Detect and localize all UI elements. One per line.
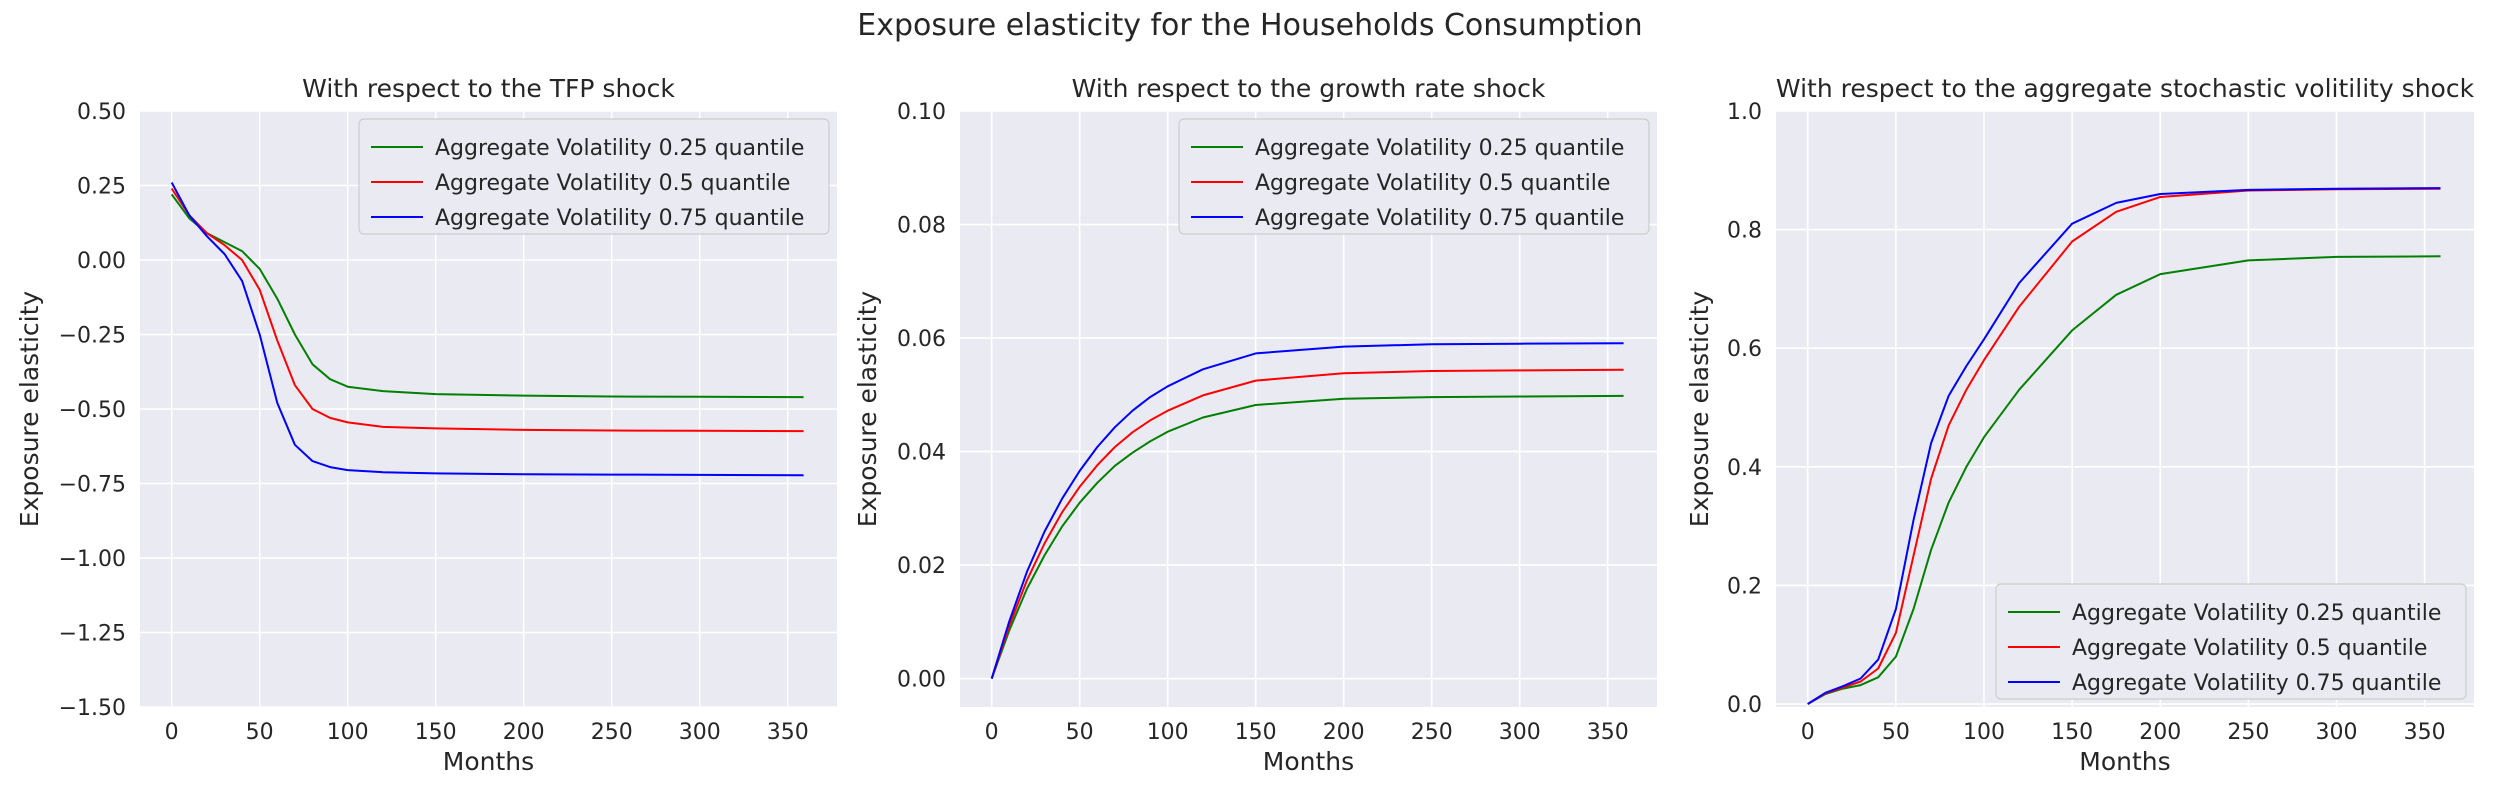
x-tick-label: 100	[1963, 720, 2005, 745]
legend-label-1: Aggregate Volatility 0.25 quantile	[1255, 136, 1624, 161]
x-tick-label: 350	[2404, 720, 2446, 745]
x-tick-label: 50	[246, 720, 274, 745]
x-axis-label: Months	[1263, 747, 1354, 776]
x-tick-label: 50	[1066, 720, 1094, 745]
x-tick-label: 150	[1235, 720, 1277, 745]
x-axis-label: Months	[2079, 747, 2170, 776]
y-tick-label: −1.50	[59, 696, 126, 721]
legend-label-3: Aggregate Volatility 0.75 quantile	[1255, 206, 1624, 231]
legend: Aggregate Volatility 0.25 quantile Aggreg…	[358, 118, 830, 235]
y-tick-label: −1.00	[59, 547, 126, 572]
x-tick-label: 150	[415, 720, 457, 745]
y-tick-label: 1.0	[1727, 100, 1762, 125]
x-tick-label: 250	[591, 720, 633, 745]
panel-title: With respect to the TFP shock	[302, 74, 675, 103]
legend-box	[1995, 583, 2467, 700]
legend-label-3: Aggregate Volatility 0.75 quantile	[435, 206, 804, 231]
panel-title: With respect to the aggregate stochastic…	[1776, 74, 2475, 103]
legend-box	[358, 118, 830, 235]
x-tick-label: 200	[503, 720, 545, 745]
series-line-3	[170, 182, 804, 477]
legend-label-1: Aggregate Volatility 0.25 quantile	[435, 136, 804, 161]
x-tick-label: 100	[327, 720, 369, 745]
x-tick-label: 0	[1801, 720, 1815, 745]
x-tick-label: 350	[1587, 720, 1629, 745]
x-axis-label: Months	[443, 747, 534, 776]
y-tick-label: −1.25	[59, 622, 126, 647]
legend-label-2: Aggregate Volatility 0.5 quantile	[1255, 171, 1610, 196]
series-line-2	[1807, 187, 2441, 705]
legend-box	[1178, 118, 1650, 235]
panel-2: 0 50 100 150 200 250 300 350 0.00 0.02 0.04 0.06 0.0…	[853, 74, 1657, 776]
figure-title: Exposure elasticity for the Households C…	[857, 8, 1643, 43]
x-tick-label: 0	[985, 720, 999, 745]
panel-3: 0 50 100 150 200 250 300 350 0.0 0.2 0.4 0.6 0.8 1.0 W…	[1685, 74, 2475, 776]
y-tick-label: 0.04	[897, 441, 946, 466]
y-tick-label: 0.06	[897, 327, 946, 352]
y-axis-label: Exposure elasticity	[15, 291, 44, 528]
x-tick-label: 200	[1323, 720, 1365, 745]
legend: Aggregate Volatility 0.25 quantile Aggreg…	[1178, 118, 1650, 235]
legend: Aggregate Volatility 0.25 quantile Aggreg…	[1995, 583, 2467, 700]
y-tick-label: 0.50	[77, 100, 126, 125]
x-tick-label: 250	[1411, 720, 1453, 745]
series-line-2	[990, 368, 1624, 679]
x-tick-label: 150	[2051, 720, 2093, 745]
y-tick-label: 0.08	[897, 214, 946, 239]
x-tick-label: 100	[1147, 720, 1189, 745]
x-tick-label: 200	[2139, 720, 2181, 745]
series-line-3	[990, 342, 1624, 679]
y-tick-label: 0.0	[1727, 693, 1762, 718]
y-tick-label: −0.50	[59, 398, 126, 423]
y-tick-label: 0.10	[897, 100, 946, 125]
x-tick-label: 300	[679, 720, 721, 745]
y-axis-label: Exposure elasticity	[853, 291, 882, 528]
x-tick-label: 250	[2227, 720, 2269, 745]
y-tick-label: 0.00	[77, 249, 126, 274]
x-tick-label: 300	[1499, 720, 1541, 745]
y-tick-label: 0.4	[1727, 456, 1762, 481]
series-line-1	[1807, 255, 2441, 705]
y-tick-label: 0.8	[1727, 219, 1762, 244]
y-tick-label: 0.00	[897, 668, 946, 693]
y-tick-label: −0.75	[59, 473, 126, 498]
x-tick-label: 50	[1882, 720, 1910, 745]
legend-label-3: Aggregate Volatility 0.75 quantile	[2072, 671, 2441, 696]
y-tick-label: 0.02	[897, 554, 946, 579]
series-line-2	[170, 187, 804, 433]
y-tick-label: 0.2	[1727, 574, 1762, 599]
x-tick-label: 0	[165, 720, 179, 745]
legend-label-2: Aggregate Volatility 0.5 quantile	[435, 171, 790, 196]
y-tick-label: 0.6	[1727, 337, 1762, 362]
y-tick-label: −0.25	[59, 324, 126, 349]
x-tick-label: 350	[767, 720, 809, 745]
series-line-1	[170, 193, 804, 399]
panel-1: 0 50 100 150 200 250 300 350 −1.50 −1.25 −1.00 −0.7…	[15, 74, 837, 776]
y-tick-label: 0.25	[77, 175, 126, 200]
x-tick-label: 300	[2316, 720, 2358, 745]
legend-label-2: Aggregate Volatility 0.5 quantile	[2072, 636, 2427, 661]
y-axis-label: Exposure elasticity	[1685, 291, 1714, 528]
series-line-1	[990, 394, 1624, 679]
panel-title: With respect to the growth rate shock	[1072, 74, 1546, 103]
series-line-3	[1807, 187, 2441, 705]
legend-label-1: Aggregate Volatility 0.25 quantile	[2072, 601, 2441, 626]
